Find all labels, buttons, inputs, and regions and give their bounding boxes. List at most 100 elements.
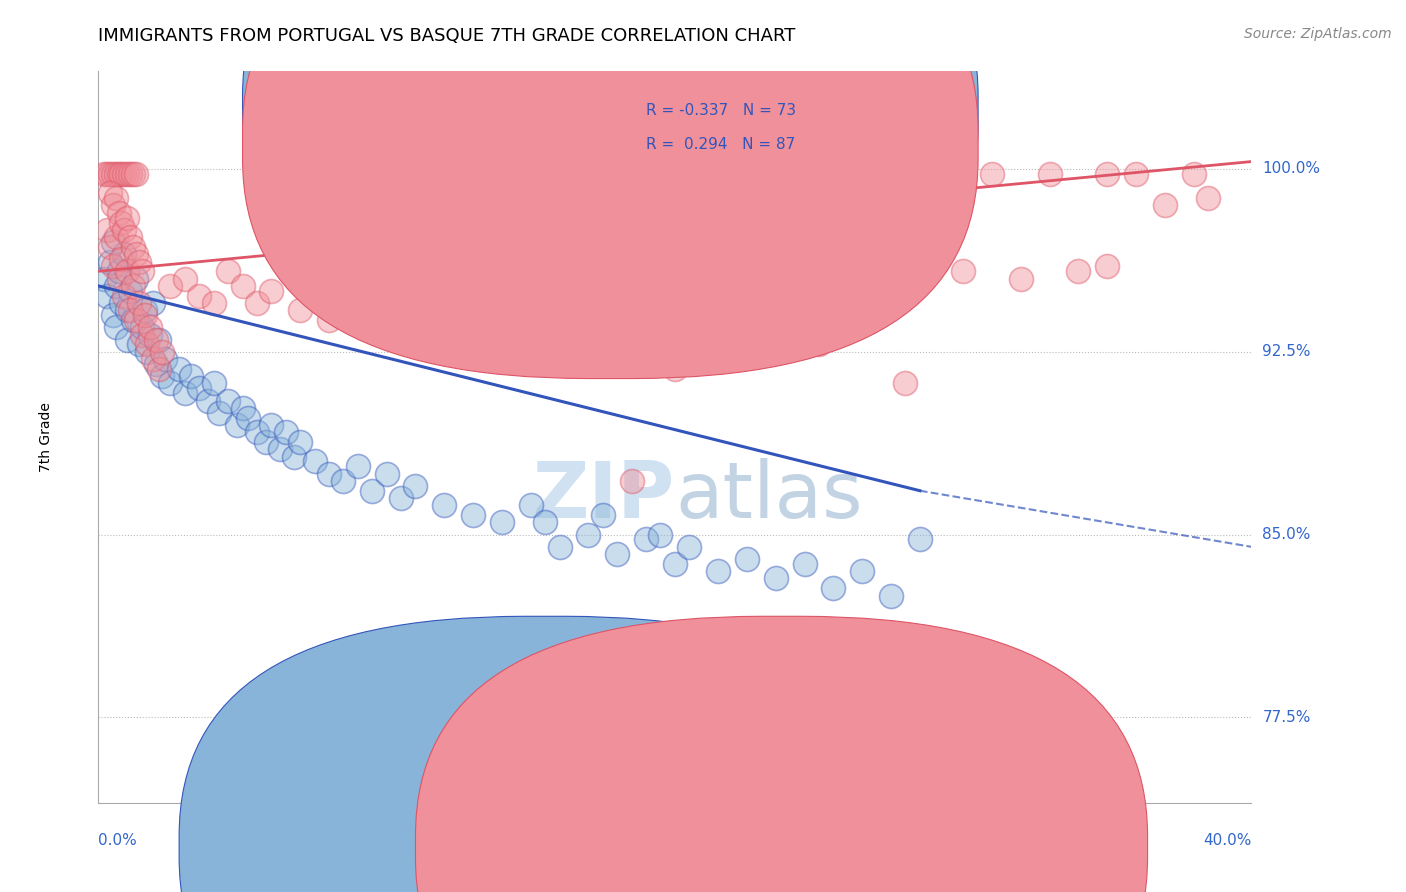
FancyBboxPatch shape bbox=[243, 0, 979, 378]
Text: IMMIGRANTS FROM PORTUGAL VS BASQUE 7TH GRADE CORRELATION CHART: IMMIGRANTS FROM PORTUGAL VS BASQUE 7TH G… bbox=[98, 27, 796, 45]
Point bbox=[202, 376, 225, 391]
Point bbox=[122, 167, 145, 181]
Point bbox=[107, 271, 129, 285]
Point bbox=[520, 327, 543, 342]
Point bbox=[433, 499, 456, 513]
Point bbox=[225, 417, 247, 432]
Point bbox=[117, 211, 138, 225]
Point bbox=[107, 264, 129, 278]
Point bbox=[260, 284, 283, 298]
Point bbox=[823, 581, 845, 595]
Point bbox=[101, 260, 124, 274]
Point bbox=[461, 320, 484, 334]
Point bbox=[246, 425, 269, 440]
Point bbox=[122, 279, 145, 293]
Point bbox=[174, 386, 197, 401]
Point bbox=[104, 167, 127, 181]
Point bbox=[139, 327, 162, 342]
Point bbox=[159, 279, 181, 293]
Point bbox=[110, 215, 132, 229]
Point bbox=[664, 361, 686, 376]
Point bbox=[1067, 264, 1090, 278]
Point bbox=[361, 308, 384, 322]
Point bbox=[145, 357, 167, 371]
Point bbox=[1097, 260, 1119, 274]
Point bbox=[142, 352, 165, 367]
Point bbox=[290, 434, 312, 449]
Point bbox=[231, 401, 254, 415]
Point bbox=[260, 417, 283, 432]
Point bbox=[231, 279, 254, 293]
Point bbox=[290, 303, 312, 318]
Text: 40.0%: 40.0% bbox=[1204, 833, 1251, 848]
Point bbox=[562, 288, 585, 302]
Point bbox=[104, 191, 127, 205]
Point bbox=[269, 442, 291, 457]
Point bbox=[461, 508, 484, 522]
Point bbox=[208, 406, 231, 420]
Point bbox=[122, 240, 145, 254]
Point bbox=[1153, 198, 1175, 212]
Point bbox=[148, 361, 170, 376]
Point bbox=[174, 271, 197, 285]
Point bbox=[122, 313, 145, 327]
FancyBboxPatch shape bbox=[243, 0, 979, 344]
Point bbox=[707, 564, 730, 578]
Point bbox=[117, 333, 138, 347]
Point bbox=[128, 254, 150, 268]
Point bbox=[120, 167, 142, 181]
Point bbox=[389, 491, 412, 505]
Point bbox=[491, 337, 513, 351]
Point bbox=[120, 303, 142, 318]
Point bbox=[592, 508, 614, 522]
Point bbox=[150, 369, 173, 384]
Point bbox=[793, 557, 815, 571]
Point bbox=[101, 198, 124, 212]
Point bbox=[361, 483, 384, 498]
Point bbox=[131, 320, 153, 334]
Point bbox=[125, 271, 148, 285]
Point bbox=[254, 434, 277, 449]
Text: 7th Grade: 7th Grade bbox=[38, 402, 52, 472]
Point bbox=[433, 333, 456, 347]
Point bbox=[107, 167, 129, 181]
Point bbox=[534, 516, 557, 530]
Point bbox=[101, 235, 124, 249]
Point bbox=[96, 288, 118, 302]
Text: R =  0.294   N = 87: R = 0.294 N = 87 bbox=[647, 137, 796, 152]
Point bbox=[346, 296, 368, 310]
Text: 85.0%: 85.0% bbox=[1263, 527, 1310, 542]
Point bbox=[807, 167, 830, 181]
Point bbox=[98, 240, 121, 254]
Point bbox=[131, 327, 153, 342]
Point bbox=[1197, 191, 1219, 205]
FancyBboxPatch shape bbox=[179, 616, 911, 892]
Point bbox=[894, 376, 917, 391]
Text: Basques: Basques bbox=[813, 839, 877, 855]
Point bbox=[636, 533, 658, 547]
Point bbox=[153, 352, 176, 367]
Point bbox=[125, 247, 148, 261]
Point bbox=[148, 333, 170, 347]
Point bbox=[491, 516, 513, 530]
Point bbox=[197, 393, 219, 408]
Point bbox=[125, 313, 148, 327]
Point bbox=[128, 296, 150, 310]
Point bbox=[202, 296, 225, 310]
Point bbox=[180, 369, 202, 384]
Point bbox=[117, 167, 138, 181]
Point bbox=[96, 223, 118, 237]
Point bbox=[134, 308, 156, 322]
Point bbox=[318, 313, 340, 327]
Point bbox=[131, 264, 153, 278]
Point bbox=[110, 252, 132, 266]
Point bbox=[318, 467, 340, 481]
Point bbox=[107, 206, 129, 220]
Point bbox=[101, 167, 124, 181]
Point bbox=[117, 303, 138, 318]
Point bbox=[101, 308, 124, 322]
Point bbox=[110, 167, 132, 181]
Point bbox=[112, 288, 135, 302]
Text: 77.5%: 77.5% bbox=[1263, 710, 1310, 725]
Point bbox=[112, 223, 135, 237]
